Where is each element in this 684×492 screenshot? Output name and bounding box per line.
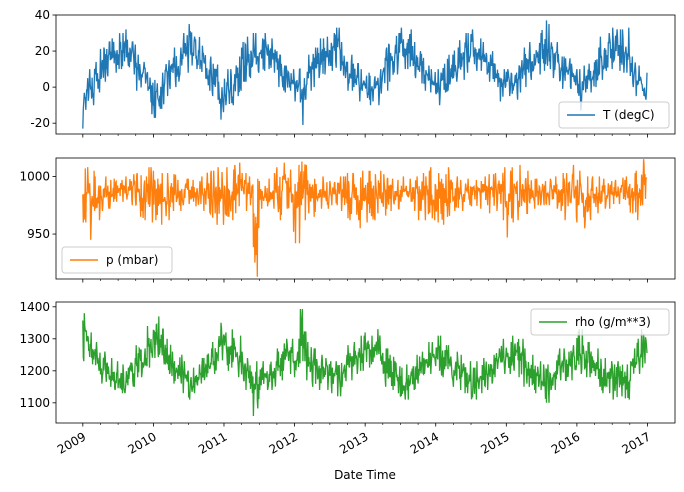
series-line-rho (82, 308, 648, 417)
legend-box (558, 101, 670, 129)
legend: rho (g/m**3) (530, 308, 670, 336)
series-line-p (82, 159, 648, 277)
legend-box (530, 308, 670, 336)
y-tick-label: 1100 (19, 396, 50, 410)
x-axis-label: Date Time (334, 468, 396, 482)
y-tick-label: 1200 (19, 364, 50, 378)
y-tick-label: -20 (30, 116, 50, 130)
y-tick-label: 20 (35, 44, 50, 58)
legend: T (degC) (558, 101, 670, 129)
legend-label: T (degC) (602, 108, 655, 122)
legend-label: rho (g/m**3) (575, 315, 651, 329)
y-tick-label: 0 (42, 80, 50, 94)
y-tick-label: 950 (27, 227, 50, 241)
y-tick-label: 1300 (19, 332, 50, 346)
y-tick-label: 1400 (19, 300, 50, 314)
y-tick-label: 1000 (19, 169, 50, 183)
legend: p (mbar) (61, 246, 173, 274)
subplot-1: -20 0 20 40 T (degC) (30, 8, 676, 138)
legend-label: p (mbar) (106, 253, 158, 267)
series-line-T (82, 20, 648, 129)
subplot-2: 950 1000 p (mbar) (19, 157, 676, 283)
y-tick-label: 40 (35, 8, 50, 22)
legend-box (61, 246, 173, 274)
